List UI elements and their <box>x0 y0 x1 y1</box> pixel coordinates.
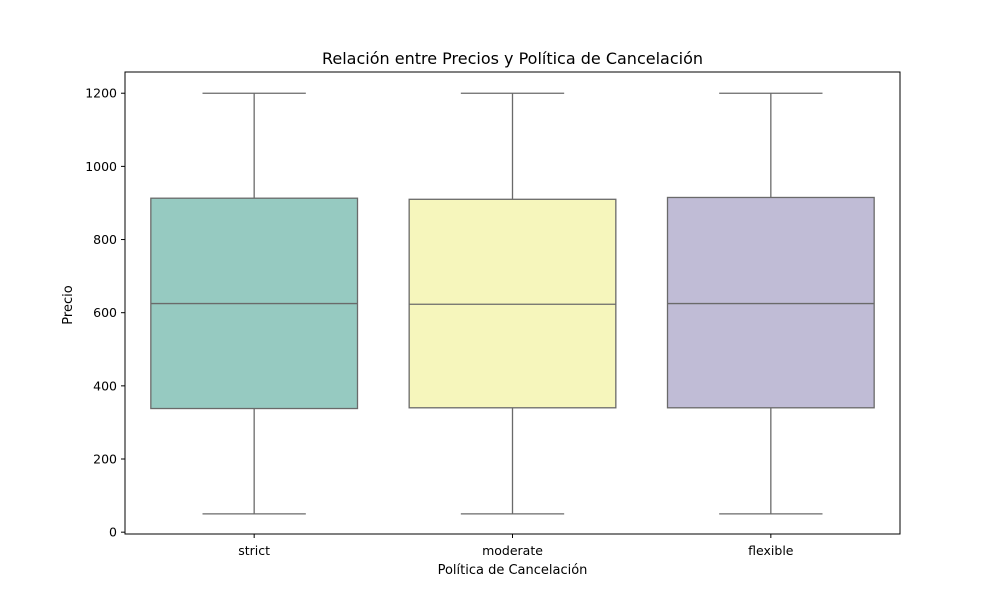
plot-marks <box>150 92 875 515</box>
x-tick-label: flexible <box>748 543 794 558</box>
axes: 0 200 400 600 800 1000 1200 strict moderate flexi… <box>85 86 794 558</box>
x-tick-label: strict <box>238 543 270 558</box>
y-tick-label: 400 <box>93 378 117 393</box>
box-group-moderate <box>408 92 617 515</box>
box-flexible <box>666 196 875 409</box>
y-tick-label: 1000 <box>85 159 117 174</box>
y-tick-label: 0 <box>109 525 117 540</box>
box-group-strict <box>150 92 359 515</box>
box-moderate <box>408 198 617 409</box>
x-tick-label: moderate <box>482 543 543 558</box>
y-tick-label: 200 <box>93 452 117 467</box>
chart-title: Relación entre Precios y Política de Can… <box>322 49 703 68</box>
x-axis-label: Política de Cancelación <box>438 563 588 578</box>
box-group-flexible <box>666 92 875 515</box>
y-tick-label: 1200 <box>85 86 117 101</box>
y-tick-label: 800 <box>93 232 117 247</box>
y-axis-label: Precio <box>61 285 76 324</box>
y-tick-label: 600 <box>93 305 117 320</box>
